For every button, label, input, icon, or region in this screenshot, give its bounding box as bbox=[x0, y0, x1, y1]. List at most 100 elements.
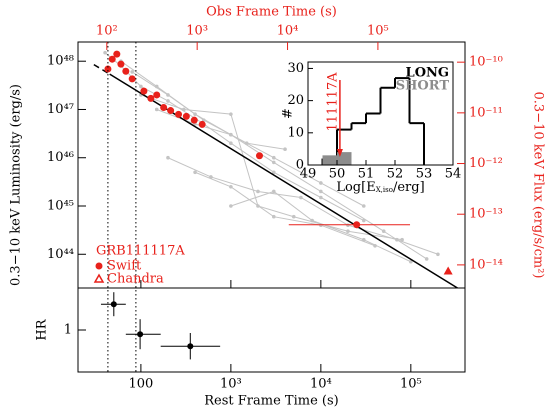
annotation-arrowhead bbox=[336, 149, 343, 157]
y-axis-title: # bbox=[281, 108, 296, 119]
sample-point bbox=[310, 218, 314, 223]
legend-marker bbox=[95, 262, 103, 270]
data-point bbox=[182, 112, 190, 120]
y-axis-title: 0.3−10 keV Luminosity (erg/s) bbox=[9, 84, 24, 286]
sample-point bbox=[182, 107, 186, 112]
sample-point bbox=[291, 214, 296, 219]
sample-point bbox=[272, 160, 276, 165]
y-tick-label: 10⁴⁴ bbox=[47, 247, 74, 262]
x-axis-title-part: Log[E bbox=[336, 180, 375, 195]
sample-point bbox=[319, 189, 323, 194]
fit-line bbox=[93, 63, 111, 75]
data-point bbox=[104, 65, 112, 73]
x-tick-label: 10⁵ bbox=[400, 377, 422, 392]
sample-point bbox=[139, 84, 143, 89]
sample-point bbox=[436, 252, 440, 257]
data-point bbox=[140, 87, 148, 95]
y-tick-label: 10⁴⁵ bbox=[47, 199, 74, 214]
data-point bbox=[187, 343, 194, 350]
sample-point bbox=[229, 112, 233, 116]
sample-point bbox=[103, 50, 107, 55]
sample-point bbox=[229, 204, 233, 208]
sample-point bbox=[299, 195, 303, 200]
hist-bar bbox=[322, 155, 337, 165]
x-tick-label: 49 bbox=[300, 167, 317, 182]
y2-axis-title: 0.3−10 keV Flux (erg/s/cm²) bbox=[531, 92, 546, 279]
x-tick-label: 53 bbox=[416, 167, 433, 182]
legend-label: Swift bbox=[107, 259, 142, 274]
data-point bbox=[122, 67, 130, 75]
x-tick-label: 100 bbox=[128, 377, 153, 392]
y2-tick-label: 10⁻¹² bbox=[469, 156, 503, 171]
sample-point bbox=[361, 204, 366, 208]
sample-point bbox=[272, 170, 276, 175]
sample-point bbox=[193, 170, 197, 175]
legend-label: LONG bbox=[406, 66, 449, 81]
sample-point bbox=[409, 259, 413, 264]
sample-point bbox=[256, 189, 260, 194]
hist-bar bbox=[337, 152, 352, 165]
sample-curve bbox=[131, 71, 286, 150]
legend-label: SHORT bbox=[396, 79, 450, 94]
x2-axis-title: Obs Frame Time (s) bbox=[206, 5, 337, 20]
data-point bbox=[108, 55, 116, 63]
data-point bbox=[147, 94, 155, 102]
data-point bbox=[353, 221, 361, 229]
sample-point bbox=[319, 195, 323, 200]
y-tick-label: 0 bbox=[296, 158, 304, 173]
y2-tick-label: 10⁻¹⁰ bbox=[469, 55, 503, 70]
sample-point bbox=[346, 223, 350, 228]
legend-label: Chandra bbox=[107, 272, 164, 287]
sample-point bbox=[154, 107, 159, 112]
data-point bbox=[128, 75, 136, 83]
x-tick-label: 50 bbox=[329, 167, 346, 182]
sample-point bbox=[166, 99, 170, 103]
sample-point bbox=[346, 229, 350, 234]
y-tick-label: 10⁴⁶ bbox=[47, 150, 74, 165]
x2-tick-label: 10² bbox=[96, 24, 118, 39]
sample-point bbox=[283, 147, 287, 152]
sample-point bbox=[229, 184, 233, 189]
y-tick-label: 10 bbox=[287, 125, 304, 140]
sample-point bbox=[400, 237, 404, 242]
sample-point bbox=[395, 237, 399, 242]
data-point bbox=[137, 331, 144, 338]
sample-point bbox=[272, 189, 276, 194]
y-tick-label: 1 bbox=[64, 323, 72, 338]
y-tick-label: 10⁴⁷ bbox=[47, 102, 74, 117]
x-axis-title-part: X,iso bbox=[376, 186, 393, 194]
x-tick-label: 52 bbox=[387, 167, 404, 182]
sample-point bbox=[361, 237, 366, 242]
sample-curve bbox=[156, 109, 365, 207]
y-axis-title: HR bbox=[35, 318, 50, 340]
x-axis-title: Rest Frame Time (s) bbox=[204, 394, 338, 409]
data-point bbox=[160, 103, 168, 111]
data-point bbox=[175, 110, 183, 118]
data-point bbox=[153, 91, 161, 99]
y2-tick-label: 10⁻¹³ bbox=[469, 207, 503, 222]
x2-tick-label: 10⁴ bbox=[277, 24, 299, 39]
data-point bbox=[110, 301, 117, 308]
x-tick-label: 51 bbox=[358, 167, 375, 182]
annotation: 111117A bbox=[325, 72, 340, 132]
sample-point bbox=[319, 181, 323, 185]
y-tick-label: 30 bbox=[287, 61, 304, 76]
y2-tick-label: 10⁻¹¹ bbox=[469, 105, 503, 120]
inset-frame bbox=[307, 61, 454, 166]
sample-point bbox=[424, 257, 429, 261]
y2-tick-label: 10⁻¹⁴ bbox=[469, 257, 503, 272]
data-point bbox=[255, 152, 263, 160]
data-point bbox=[443, 266, 453, 275]
x-axis-title: Log[EX,iso/erg] bbox=[336, 180, 424, 195]
x-tick-label: 54 bbox=[445, 167, 462, 182]
y-tick-label: 10⁴⁸ bbox=[47, 54, 74, 69]
data-point bbox=[117, 60, 125, 68]
sample-point bbox=[272, 214, 276, 219]
legend-marker bbox=[93, 273, 105, 283]
x2-tick-label: 10³ bbox=[186, 24, 208, 39]
data-point bbox=[167, 107, 175, 115]
x2-tick-label: 10⁵ bbox=[367, 24, 389, 39]
data-point bbox=[190, 116, 198, 124]
